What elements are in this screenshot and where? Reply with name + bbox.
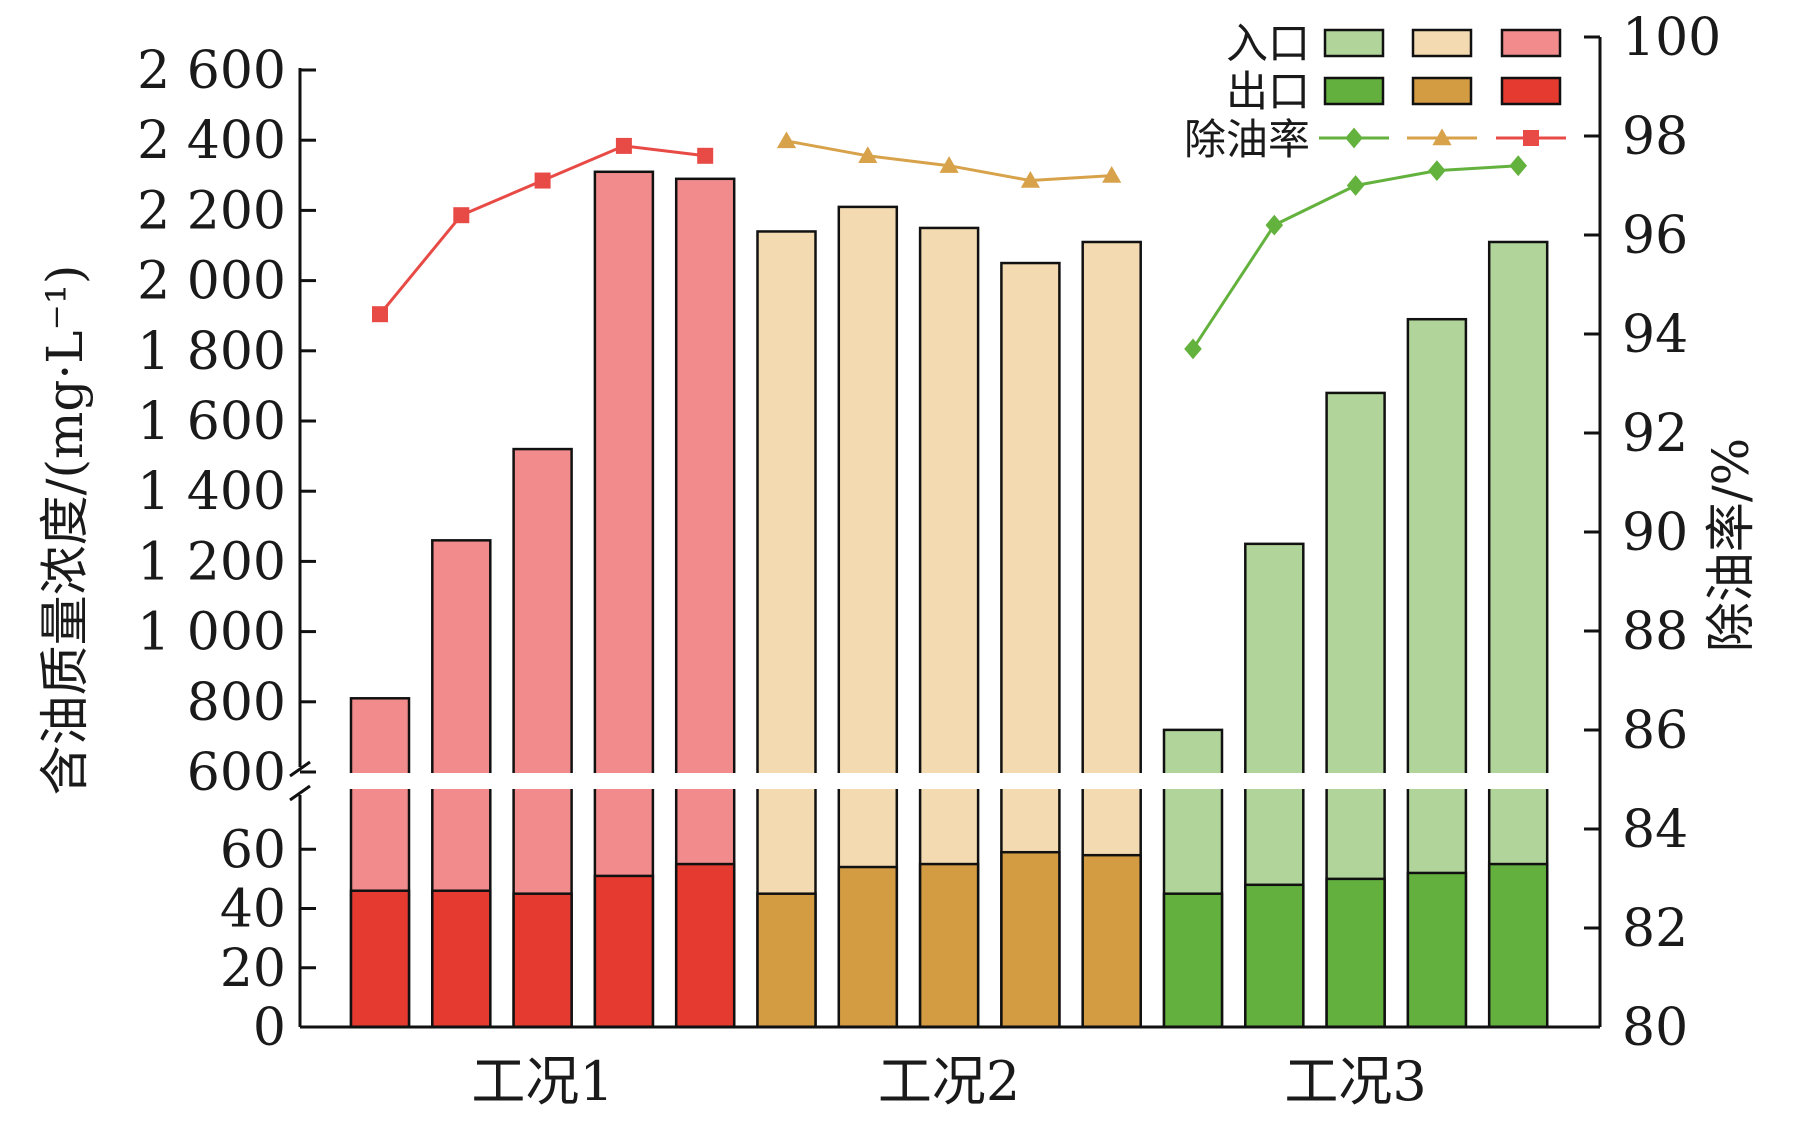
y-tick-label: 1 800 <box>137 322 286 382</box>
y-tick-label: 1 600 <box>137 392 286 452</box>
removal-series <box>372 137 714 323</box>
outlet-bar <box>349 889 411 1029</box>
break-mark <box>289 760 311 778</box>
y2-tick-label: 96 <box>1622 206 1688 266</box>
legend-outlet-swatch <box>1500 76 1562 106</box>
legend-inlet-swatch <box>1323 28 1385 58</box>
outlet-bar <box>837 865 899 1029</box>
y-tick-label: 600 <box>187 743 286 803</box>
outlet-bar <box>1406 871 1468 1029</box>
removal-point <box>453 207 470 224</box>
legend-outlet-swatch <box>1323 76 1385 106</box>
y-tick-label: 2 000 <box>137 252 286 312</box>
legend-removal-marker <box>1345 127 1363 149</box>
y-tick-label: 800 <box>187 673 286 733</box>
outlet-bar <box>1244 883 1305 1029</box>
y-axis-title: 含油质量浓度/(mg·L⁻¹) <box>36 265 94 796</box>
removal-point <box>858 146 878 163</box>
y-tick-label: 60 <box>220 820 286 880</box>
outlet-bar <box>1081 853 1142 1029</box>
removal-point <box>372 306 388 323</box>
y2-tick-label: 94 <box>1622 305 1688 365</box>
y-tick-label: 2 200 <box>137 181 286 241</box>
y-tick-label: 0 <box>253 998 286 1058</box>
outlet-bar <box>1487 862 1549 1029</box>
legend-removal-marker <box>1523 130 1539 146</box>
y-tick-label: 40 <box>220 880 286 940</box>
removal-series <box>776 131 1122 188</box>
outlet-bar <box>431 889 492 1029</box>
y-tick-label: 2 600 <box>137 41 286 101</box>
removal-point <box>1184 338 1202 360</box>
y2-tick-label: 80 <box>1622 998 1688 1058</box>
y2-tick-label: 82 <box>1622 899 1688 959</box>
y2-tick-label: 88 <box>1622 602 1688 662</box>
removal-point <box>697 147 714 164</box>
removal-line <box>378 144 706 316</box>
outlet-bar <box>918 862 980 1029</box>
y2-tick-label: 98 <box>1622 107 1688 167</box>
legend-outlet-swatch <box>1411 76 1473 106</box>
removal-point <box>1428 160 1446 182</box>
outlet-bar <box>674 862 736 1029</box>
y-tick-label: 1 000 <box>137 603 286 663</box>
y2-tick-label: 84 <box>1622 800 1688 860</box>
outlet-bar <box>593 874 655 1029</box>
removal-point <box>1346 175 1365 196</box>
y-tick-label: 1 400 <box>137 462 286 522</box>
y-tick-label: 20 <box>220 939 286 999</box>
bars <box>349 170 1549 1029</box>
removal-point <box>776 131 797 149</box>
axis-break-band <box>306 773 1596 789</box>
outlet-bar <box>512 892 573 1029</box>
outlet-bar <box>1325 877 1386 1029</box>
legend-removal-label: 除油率 <box>1184 115 1310 164</box>
removal-point <box>1102 166 1122 183</box>
break-mark <box>289 784 311 802</box>
removal-point <box>534 172 551 189</box>
legend-inlet-swatch <box>1500 28 1562 58</box>
y2-tick-label: 86 <box>1622 701 1688 761</box>
outlet-bar <box>756 892 817 1029</box>
y-tick-label: 2 400 <box>137 111 286 171</box>
removal-point <box>1020 170 1040 188</box>
legend-inlet-swatch <box>1411 28 1473 58</box>
y2-tick-label: 92 <box>1622 404 1688 464</box>
group-label: 工况3 <box>1284 1050 1426 1113</box>
y2-tick-label: 90 <box>1622 503 1688 563</box>
group-label: 工况1 <box>471 1050 613 1113</box>
removal-point <box>1509 155 1527 177</box>
legend-inlet-label: 入口 <box>1226 19 1310 68</box>
removal-point <box>939 156 959 173</box>
legend-outlet-label: 出口 <box>1226 67 1310 116</box>
outlet-bar <box>1162 892 1224 1029</box>
removal-series <box>1184 155 1527 360</box>
legend-removal-marker <box>1432 128 1452 146</box>
y2-axis-title: 除油率/% <box>1702 438 1760 652</box>
removal-point <box>615 137 632 154</box>
outlet-bar <box>1000 850 1061 1029</box>
group-label: 工况2 <box>878 1050 1020 1113</box>
removal-point <box>1265 214 1284 236</box>
y2-tick-label: 100 <box>1622 8 1721 68</box>
y-tick-label: 1 200 <box>137 532 286 592</box>
